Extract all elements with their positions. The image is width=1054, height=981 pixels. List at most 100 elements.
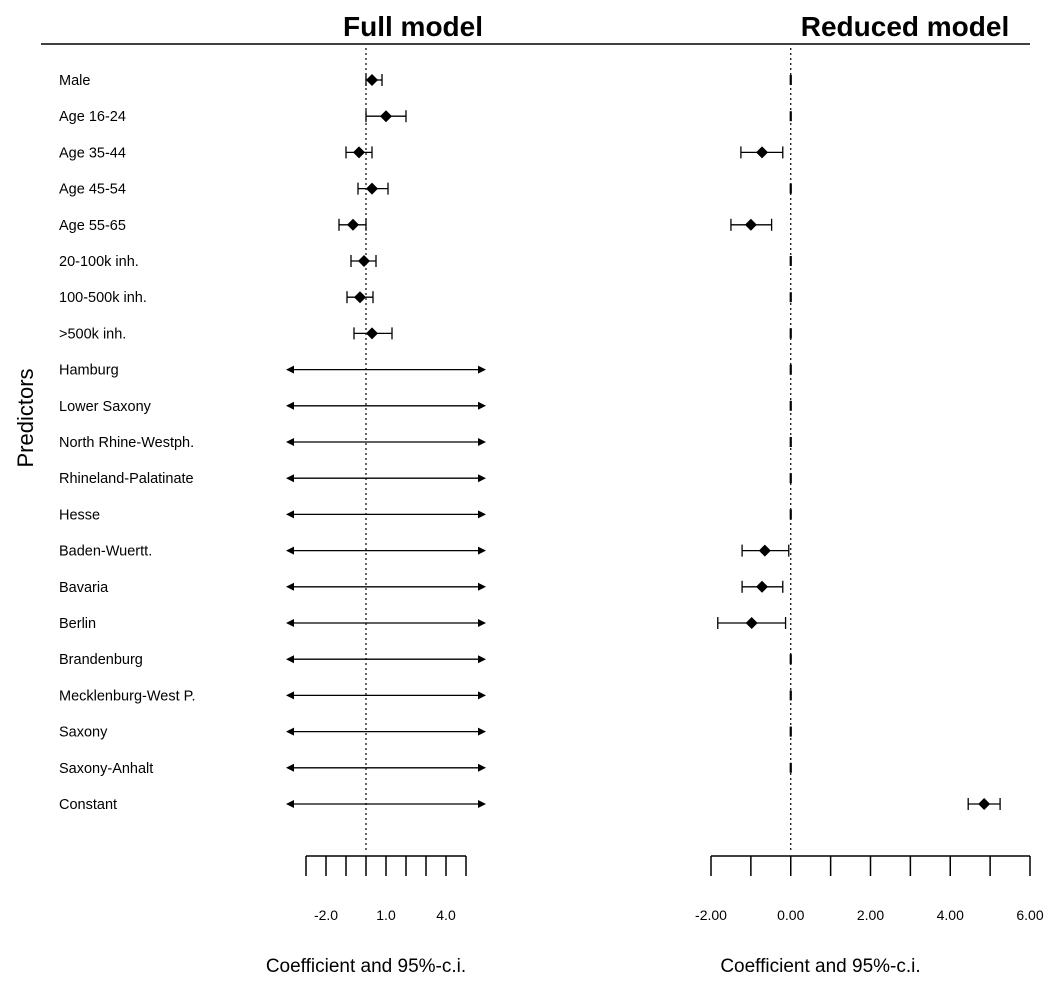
predictor-label-hesse: Hesse	[59, 507, 100, 523]
predictor-label-mecklenburg-west-p: Mecklenburg-West P.	[59, 688, 195, 704]
ci-arrow-right	[478, 582, 486, 591]
full-coef-20-100k-inh	[350, 255, 377, 267]
predictor-label-constant: Constant	[59, 797, 117, 813]
reduced-coef-berlin	[717, 617, 787, 629]
full-coef-age-55-65	[338, 218, 367, 231]
ci-arrow-right	[478, 655, 486, 664]
ci-arrow-right	[478, 691, 486, 700]
full-model-panel: -2.0 1.0 4.0 Coefficient and 95%-c.i.	[266, 48, 486, 977]
full-coef-100-500k-inh	[346, 291, 374, 304]
estimate-marker	[358, 255, 370, 267]
full-coef-hamburg	[286, 365, 486, 374]
reduced-model-title: Reduced model	[801, 11, 1009, 42]
predictor-label-male: Male	[59, 73, 90, 89]
ci-arrow-left	[286, 655, 294, 664]
estimate-marker	[354, 291, 366, 304]
full-coef-age-35-44	[345, 146, 373, 159]
estimate-marker	[353, 146, 365, 159]
reduced-coef-age-55-65	[730, 218, 773, 231]
ci-arrow-left	[286, 582, 294, 591]
full-coef-mecklenburg-west-p	[286, 691, 486, 700]
ci-arrow-right	[478, 619, 486, 627]
ci-arrow-right	[478, 401, 486, 410]
full-x-tick-label: 4.0	[436, 907, 456, 923]
reduced-x-tick-label: 0.00	[777, 907, 804, 923]
predictor-label-20-100k-inh: 20-100k inh.	[59, 254, 139, 270]
ci-arrow-left	[286, 800, 294, 808]
full-coef-rhineland-palatinate	[286, 474, 486, 483]
predictor-label-rhineland-palatinate: Rhineland-Palatinate	[59, 471, 194, 487]
estimate-marker	[758, 544, 771, 557]
estimate-marker	[347, 218, 359, 231]
ci-arrow-right	[478, 800, 486, 808]
predictor-label-age-45-54: Age 45-54	[59, 182, 126, 198]
estimate-marker	[756, 146, 769, 159]
ci-arrow-right	[478, 727, 486, 736]
ci-arrow-right	[478, 365, 486, 374]
reduced-x-tick-label: 4.00	[937, 907, 964, 923]
reduced-model-panel: -2.00 0.00 2.00 4.00 6.00 Coefficient and 95%…	[695, 48, 1044, 977]
estimate-marker	[756, 580, 769, 593]
predictor-label-bavaria: Bavaria	[59, 580, 109, 596]
reduced-coef-baden-wuertt	[741, 544, 790, 557]
full-x-tick-label: -2.0	[314, 907, 338, 923]
ci-arrow-left	[286, 691, 294, 700]
full-coef-constant	[286, 800, 486, 808]
predictor-label-saxony: Saxony	[59, 725, 108, 741]
ci-arrow-right	[478, 510, 486, 519]
estimate-marker	[744, 218, 757, 231]
ci-arrow-right	[478, 474, 486, 483]
estimate-marker	[366, 327, 378, 340]
predictor-label-500k-inh: >500k inh.	[59, 326, 126, 342]
full-x-axis-title: Coefficient and 95%-c.i.	[266, 956, 466, 977]
ci-arrow-left	[286, 365, 294, 374]
predictor-label-north-rhine-westph: North Rhine-Westph.	[59, 435, 194, 451]
full-coef-500k-inh	[353, 327, 393, 340]
reduced-x-tick-label: 2.00	[857, 907, 884, 923]
full-coef-age-45-54	[357, 182, 389, 195]
predictor-label-age-55-65: Age 55-65	[59, 218, 126, 234]
full-coef-berlin	[286, 619, 486, 627]
ci-arrow-right	[478, 546, 486, 555]
full-coef-hesse	[286, 510, 486, 519]
reduced-x-tick-label: 6.00	[1016, 907, 1043, 923]
ci-arrow-left	[286, 474, 294, 483]
full-coef-brandenburg	[286, 655, 486, 664]
full-coef-lower-saxony	[286, 401, 486, 410]
reduced-x-axis-title: Coefficient and 95%-c.i.	[720, 956, 920, 977]
full-coef-bavaria	[286, 582, 486, 591]
ci-arrow-right	[478, 763, 486, 772]
predictor-label-hamburg: Hamburg	[59, 363, 119, 379]
estimate-marker	[366, 74, 378, 86]
ci-arrow-left	[286, 438, 294, 446]
estimate-marker	[366, 182, 378, 195]
estimate-marker	[380, 110, 392, 123]
predictor-label-berlin: Berlin	[59, 616, 96, 632]
full-coef-north-rhine-westph	[286, 438, 486, 446]
ci-arrow-left	[286, 619, 294, 627]
reduced-coef-constant	[967, 798, 1001, 810]
predictor-label-100-500k-inh: 100-500k inh.	[59, 290, 147, 306]
full-model-title: Full model	[343, 11, 483, 42]
ci-arrow-right	[478, 438, 486, 446]
ci-arrow-left	[286, 727, 294, 736]
y-axis-title: Predictors	[13, 368, 38, 467]
full-coef-saxony	[286, 727, 486, 736]
estimate-marker	[745, 617, 758, 629]
estimate-marker	[978, 798, 991, 810]
ci-arrow-left	[286, 401, 294, 410]
reduced-coef-bavaria	[741, 580, 784, 593]
full-coef-age-16-24	[365, 110, 407, 123]
predictor-label-lower-saxony: Lower Saxony	[59, 399, 152, 415]
predictor-label-age-35-44: Age 35-44	[59, 145, 126, 161]
full-coef-saxony-anhalt	[286, 763, 486, 772]
predictor-label-baden-wuertt: Baden-Wuertt.	[59, 544, 152, 560]
ci-arrow-left	[286, 510, 294, 519]
predictor-label-brandenburg: Brandenburg	[59, 652, 143, 668]
full-coef-baden-wuertt	[286, 546, 486, 555]
full-x-tick-label: 1.0	[376, 907, 396, 923]
reduced-x-tick-label: -2.00	[695, 907, 727, 923]
ci-arrow-left	[286, 763, 294, 772]
